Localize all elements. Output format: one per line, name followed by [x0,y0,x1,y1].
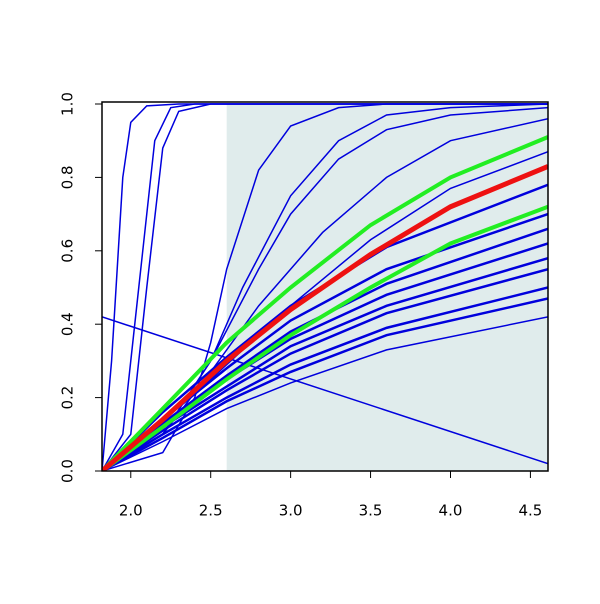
curve [102,286,548,471]
curve [102,267,548,471]
y-tick-label: 0.0 [59,459,77,483]
x-tick-label: 4.0 [439,502,463,520]
y-tick-label: 0.2 [59,386,77,410]
curve [102,183,548,471]
curve [102,164,548,471]
curve [102,103,548,471]
curve [102,103,548,471]
curve [102,103,548,471]
curve [102,316,548,471]
shaded-region [226,104,548,471]
curve [102,135,548,471]
y-tick-label: 0.4 [59,312,77,336]
plot-box [101,101,549,472]
x-tick-label: 2.5 [199,502,223,520]
curve [102,297,548,471]
curve [102,204,548,471]
curve [102,117,548,471]
y-tick-label: 0.6 [59,239,77,263]
x-tick-label: 2.0 [119,502,143,520]
curve [102,316,548,465]
x-tick-label: 3.0 [279,502,303,520]
y-tick-label: 0.8 [59,165,77,189]
y-tick-label: 1.0 [59,92,77,116]
x-tick-label: 3.5 [359,502,383,520]
x-tick-label: 4.5 [518,502,542,520]
